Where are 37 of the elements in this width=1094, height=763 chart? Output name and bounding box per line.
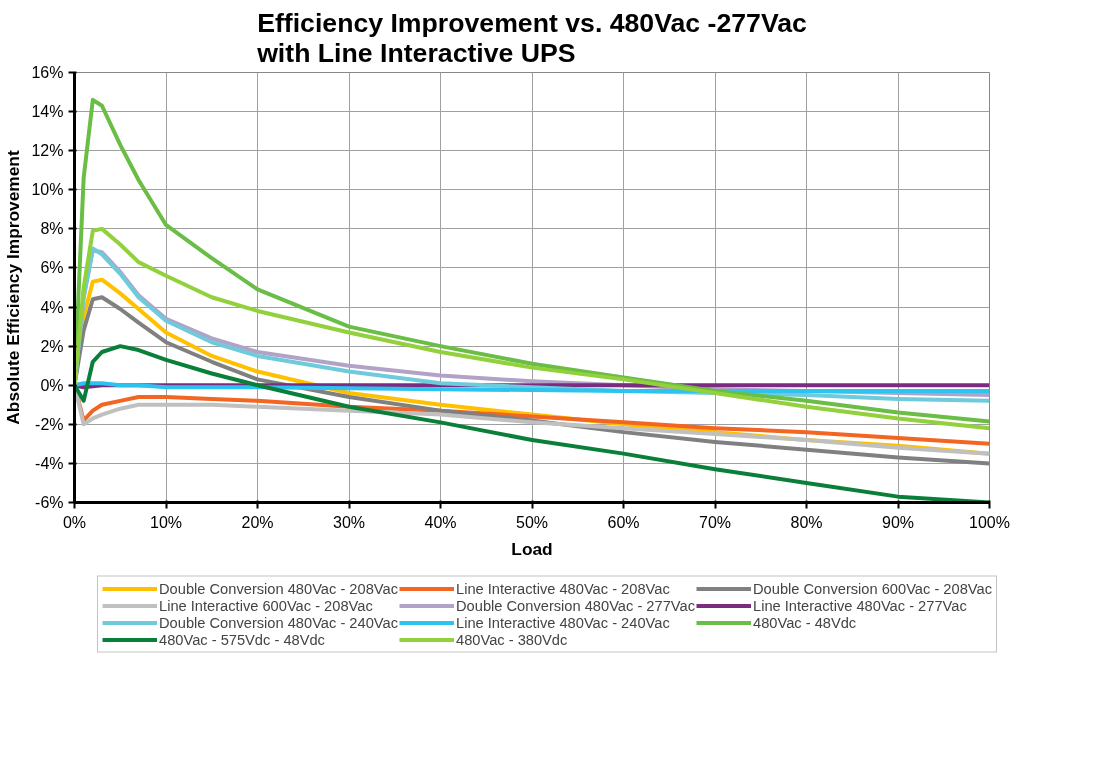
y-tick-label: 4% [40, 298, 64, 316]
legend-label: Line Interactive 480Vac - 208Vac [456, 580, 670, 596]
x-tick-label: 20% [241, 513, 274, 531]
legend-label: Line Interactive 480Vac - 240Vac [456, 614, 670, 630]
y-tick-label: 2% [40, 337, 64, 355]
y-tick-label: 14% [31, 103, 64, 121]
legend-label: 480Vac - 575Vdc - 48Vdc [159, 631, 325, 647]
legend-label: 480Vac - 380Vdc [456, 631, 568, 647]
legend-label: Double Conversion 480Vac - 277Vac [456, 597, 695, 613]
legend-label: Double Conversion 480Vac - 208Vac [159, 580, 398, 596]
y-tick-label: -6% [35, 494, 64, 511]
legend-label: Double Conversion 480Vac - 240Vac [159, 614, 398, 630]
x-tick-label: 0% [62, 513, 87, 531]
y-tick-label: 8% [40, 220, 64, 238]
x-tick-label: 50% [515, 513, 549, 531]
legend-label: Line Interactive 480Vac - 277Vac [753, 597, 967, 613]
y-tick-label: 10% [31, 181, 64, 199]
legend-label: Double Conversion 600Vac - 208Vac [753, 580, 992, 596]
y-axis-title: Absolute Efficiency Improvement [3, 150, 24, 425]
y-tick-label: 12% [31, 142, 64, 160]
y-tick-label: 6% [40, 259, 64, 277]
chart-title: Efficiency Improvement vs. 480Vac -277Vac with Line Interactive UPS [256, 7, 808, 68]
x-tick-label: 40% [424, 513, 457, 531]
legend-label: Line Interactive 600Vac - 208Vac [159, 597, 373, 613]
x-tick-label: 70% [698, 513, 732, 531]
x-tick-label: 90% [881, 513, 915, 531]
x-tick-label: 30% [332, 513, 366, 531]
legend-label: 480Vac - 48Vdc [753, 614, 857, 630]
x-tick-label: 80% [790, 513, 823, 531]
x-axis-title: Load [511, 538, 553, 559]
y-tick-label: 16% [31, 64, 64, 81]
x-tick-label: 10% [149, 513, 183, 531]
y-tick-label: -2% [35, 415, 64, 433]
y-tick-label: 0% [40, 376, 64, 394]
x-tick-label: 60% [607, 513, 640, 531]
x-tick-label: 100% [969, 513, 1010, 531]
y-tick-label: -4% [35, 454, 64, 472]
